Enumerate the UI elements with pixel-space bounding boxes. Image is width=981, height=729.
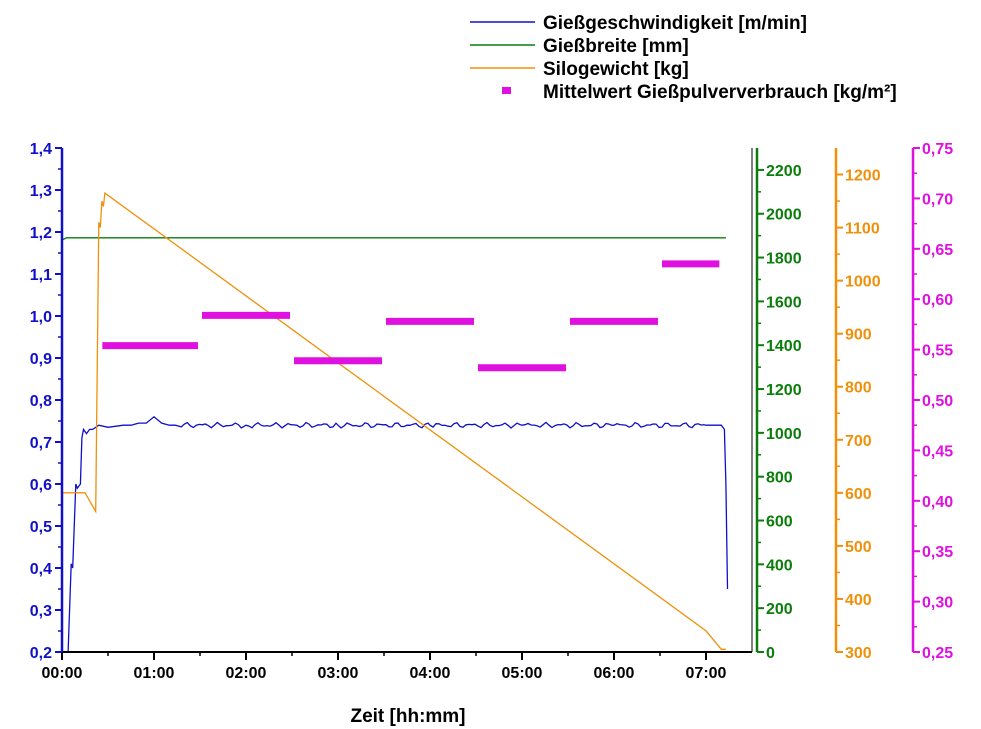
powder-tick-label: 0,25 — [922, 645, 953, 662]
powder-tick-label: 0,50 — [922, 393, 953, 410]
series-line-width — [61, 237, 726, 241]
speed-tick-label: 1,4 — [30, 141, 52, 158]
silo-tick-label: 1000 — [845, 274, 881, 291]
axes-layer: 00:00 01:00 02:00 03:00 04:00 05:00 06:00 07:00… — [30, 141, 953, 682]
width-tick-label: 1600 — [766, 294, 802, 311]
width-tick-label: 600 — [766, 514, 793, 531]
silo-tick-label: 700 — [845, 433, 872, 450]
x-tick-label: 00:00 — [42, 665, 83, 682]
legend-label: Gießgeschwindigkeit [m/min] — [543, 13, 807, 34]
silo-tick-label: 1200 — [845, 168, 881, 185]
silo-tick-label: 800 — [845, 380, 872, 397]
x-tick-label: 02:00 — [226, 665, 267, 682]
width-tick-label: 1200 — [766, 382, 802, 399]
speed-tick-label: 0,2 — [30, 645, 52, 662]
powder-tick-label: 0,35 — [922, 544, 953, 561]
speed-tick-label: 1,0 — [30, 309, 52, 326]
speed-tick-label: 0,5 — [30, 519, 52, 536]
powder-tick-label: 0,75 — [922, 141, 953, 158]
speed-tick-label: 0,7 — [30, 435, 52, 452]
powder-tick-label: 0,70 — [922, 191, 953, 208]
speed-tick-label: 1,2 — [30, 225, 52, 242]
silo-tick-label: 500 — [845, 539, 872, 556]
x-tick-label: 06:00 — [594, 665, 635, 682]
width-tick-label: 0 — [766, 645, 775, 662]
powder-tick-label: 0,55 — [922, 343, 953, 360]
powder-tick-label: 0,30 — [922, 595, 953, 612]
x-tick-label: 01:00 — [134, 665, 175, 682]
silo-tick-label: 900 — [845, 327, 872, 344]
legend-marker — [502, 87, 511, 94]
legend-label: Silogewicht [kg] — [543, 59, 689, 80]
width-tick-label: 1400 — [766, 338, 802, 355]
silo-tick-label: 600 — [845, 486, 872, 503]
series-line-silo — [62, 191, 726, 650]
series-layer — [61, 191, 729, 653]
x-tick-label: 04:00 — [410, 665, 451, 682]
width-tick-label: 800 — [766, 470, 793, 487]
x-tick-label: 03:00 — [318, 665, 359, 682]
silo-tick-label: 300 — [845, 645, 872, 662]
speed-tick-label: 0,4 — [30, 561, 52, 578]
powder-tick-label: 0,65 — [922, 242, 953, 259]
series-line-speed — [62, 415, 729, 653]
silo-tick-label: 1100 — [845, 221, 880, 238]
legend-label: Gießbreite [mm] — [543, 36, 689, 57]
width-tick-label: 2000 — [766, 207, 802, 224]
legend-label: Mittelwert Gießpulververbrauch [kg/m²] — [543, 82, 897, 103]
powder-tick-label: 0,40 — [922, 494, 953, 511]
width-tick-label: 1800 — [766, 251, 802, 268]
width-tick-label: 400 — [766, 557, 793, 574]
x-axis-title: Zeit [hh:mm] — [350, 706, 465, 727]
x-tick-label: 07:00 — [686, 665, 727, 682]
speed-tick-label: 0,6 — [30, 477, 52, 494]
silo-tick-label: 400 — [845, 592, 872, 609]
powder-tick-label: 0,60 — [922, 292, 953, 309]
width-tick-label: 1000 — [766, 426, 802, 443]
width-tick-label: 200 — [766, 601, 793, 618]
x-tick-label: 05:00 — [502, 665, 543, 682]
powder-tick-label: 0,45 — [922, 443, 953, 460]
legend: Gießgeschwindigkeit [m/min]Gießbreite [m… — [470, 13, 897, 103]
speed-tick-label: 1,1 — [30, 267, 52, 284]
width-tick-label: 2200 — [766, 163, 802, 180]
speed-tick-label: 0,3 — [30, 603, 52, 620]
speed-tick-label: 0,8 — [30, 393, 52, 410]
speed-tick-label: 0,9 — [30, 351, 52, 368]
speed-tick-label: 1,3 — [30, 183, 52, 200]
